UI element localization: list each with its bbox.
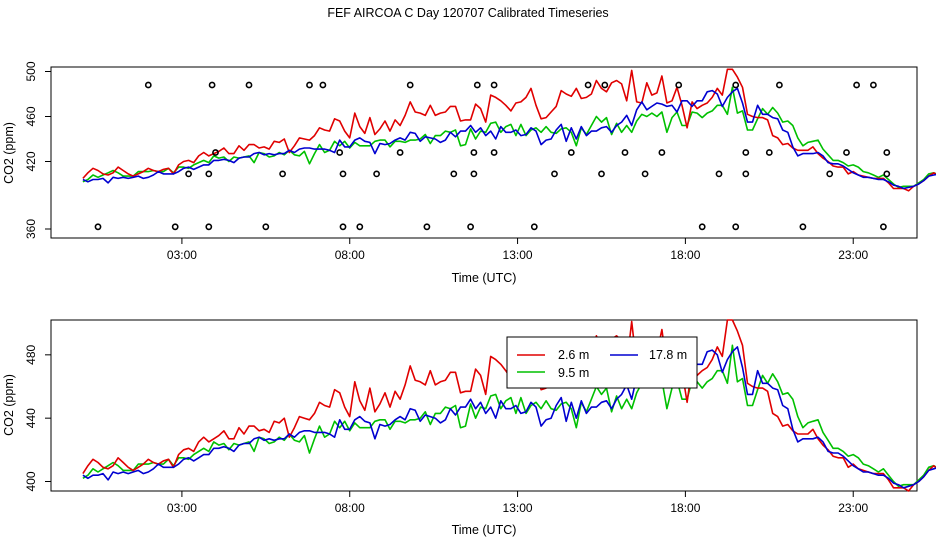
legend-label-9-5m: 9.5 m bbox=[558, 366, 589, 380]
top-x-tick-label: 08:00 bbox=[335, 248, 365, 262]
figure-title: FEF AIRCOA C Day 120707 Calibrated Times… bbox=[327, 6, 609, 20]
top-marker bbox=[567, 149, 575, 156]
top-marker bbox=[621, 149, 629, 156]
top-marker bbox=[675, 81, 683, 89]
top-marker bbox=[94, 223, 102, 231]
top-marker bbox=[530, 223, 538, 231]
top-marker bbox=[732, 81, 740, 89]
top-marker bbox=[742, 149, 750, 156]
top-marker bbox=[470, 170, 478, 178]
top-marker bbox=[396, 149, 404, 156]
top-marker bbox=[406, 81, 414, 89]
top-marker bbox=[473, 81, 481, 89]
top-marker bbox=[698, 223, 706, 231]
bottom-x-tick-label: 13:00 bbox=[503, 501, 533, 515]
top-marker bbox=[490, 149, 498, 156]
top-marker bbox=[171, 223, 179, 231]
top-marker bbox=[880, 223, 887, 231]
top-marker bbox=[799, 223, 807, 231]
top-marker bbox=[853, 81, 860, 89]
top-marker bbox=[843, 149, 850, 156]
legend-box bbox=[506, 336, 698, 389]
top-y-tick-label: 500 bbox=[24, 61, 38, 81]
top-marker bbox=[339, 223, 347, 231]
top-x-tick-label: 13:00 bbox=[503, 248, 533, 262]
top-marker bbox=[551, 170, 558, 178]
top-marker bbox=[373, 170, 380, 178]
top-marker bbox=[339, 170, 347, 178]
top-x-axis-title: Time (UTC) bbox=[452, 271, 517, 285]
top-marker bbox=[601, 81, 609, 89]
top-marker bbox=[765, 149, 773, 156]
bottom-y-tick-label: 400 bbox=[24, 471, 38, 491]
top-marker bbox=[205, 223, 213, 231]
top-marker bbox=[319, 81, 327, 89]
top-marker bbox=[598, 170, 605, 178]
top-marker bbox=[776, 81, 783, 89]
top-y-tick-label: 420 bbox=[24, 151, 38, 171]
top-marker bbox=[423, 223, 431, 231]
top-y-axis-title: CO2 (ppm) bbox=[2, 122, 16, 184]
top-marker bbox=[742, 170, 750, 178]
bottom-x-tick-label: 23:00 bbox=[838, 501, 868, 515]
top-marker bbox=[245, 81, 253, 89]
top-marker bbox=[467, 223, 474, 231]
top-marker bbox=[658, 149, 666, 156]
top-marker bbox=[470, 149, 478, 156]
top-plot-frame bbox=[50, 66, 918, 239]
top-marker bbox=[883, 170, 891, 178]
bottom-plot-frame bbox=[50, 319, 918, 492]
top-marker bbox=[205, 170, 213, 178]
top-marker bbox=[356, 223, 364, 231]
top-series-17-8m bbox=[82, 87, 936, 190]
top-series-2-6m bbox=[82, 68, 936, 192]
top-marker bbox=[584, 81, 592, 89]
top-marker bbox=[450, 170, 458, 178]
bottom-x-tick-label: 08:00 bbox=[335, 501, 365, 515]
top-marker bbox=[306, 81, 313, 89]
bottom-y-tick-label: 480 bbox=[24, 344, 38, 364]
bottom-x-tick-label: 03:00 bbox=[167, 501, 197, 515]
top-marker bbox=[336, 149, 344, 156]
top-y-tick-label: 460 bbox=[24, 106, 38, 126]
top-marker bbox=[279, 170, 286, 178]
top-marker bbox=[715, 170, 723, 178]
bottom-y-tick-label: 440 bbox=[24, 408, 38, 428]
top-marker bbox=[490, 81, 498, 89]
bottom-x-axis-title: Time (UTC) bbox=[452, 523, 517, 537]
bottom-y-axis-title: CO2 (ppm) bbox=[2, 374, 16, 436]
top-marker bbox=[732, 223, 740, 231]
top-marker bbox=[212, 149, 219, 156]
top-marker bbox=[826, 170, 834, 178]
legend-label-2-6m: 2.6 m bbox=[558, 348, 589, 362]
top-panel-axes: 03:00 08:00 13:00 18:00 23:00 360 420 460 500 bbox=[24, 61, 869, 262]
legend: 2.6 m 9.5 m 17.8 m bbox=[506, 336, 698, 389]
legend-label-17-8m: 17.8 m bbox=[649, 348, 687, 362]
top-panel-marks bbox=[82, 68, 936, 231]
top-x-tick-label: 18:00 bbox=[670, 248, 700, 262]
bottom-x-tick-label: 18:00 bbox=[670, 501, 700, 515]
top-marker bbox=[144, 81, 152, 89]
top-marker bbox=[185, 170, 192, 178]
top-y-tick-label: 360 bbox=[24, 219, 38, 239]
top-marker bbox=[208, 81, 216, 89]
top-x-tick-label: 03:00 bbox=[167, 248, 197, 262]
bottom-series-2-6m bbox=[82, 319, 936, 492]
top-marker bbox=[883, 149, 891, 156]
bottom-panel-axes: 03:00 08:00 13:00 18:00 23:00 400 440 480 bbox=[24, 344, 869, 515]
top-marker bbox=[262, 223, 270, 231]
top-x-tick-label: 23:00 bbox=[838, 248, 868, 262]
top-marker bbox=[870, 81, 877, 89]
top-marker bbox=[641, 170, 649, 178]
